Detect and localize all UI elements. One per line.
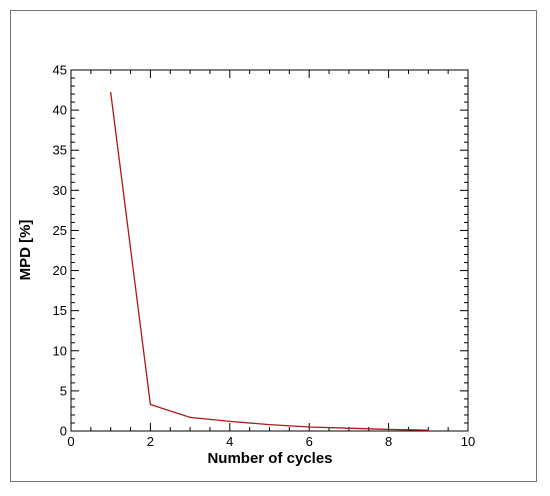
data-point (348, 427, 350, 429)
y-axis-title: MPD [%] (17, 220, 34, 281)
data-point (110, 91, 112, 94)
data-point (189, 416, 191, 418)
data-point (268, 423, 271, 426)
y-tick-label: 35 (53, 143, 67, 158)
x-tick-label: 4 (226, 434, 233, 449)
y-tick-label: 30 (53, 183, 67, 198)
data-point (149, 403, 151, 406)
y-tick-label: 5 (60, 383, 67, 398)
y-tick-label: 20 (53, 263, 67, 278)
x-tick-label: 0 (67, 434, 74, 449)
y-tick-label: 25 (53, 223, 67, 238)
y-tick-label: 40 (53, 103, 67, 118)
x-tick-label: 8 (385, 434, 392, 449)
data-point (427, 429, 429, 431)
data-point (229, 420, 231, 422)
x-tick-label: 2 (147, 434, 154, 449)
data-point (308, 426, 310, 428)
y-tick-label: 45 (53, 63, 67, 78)
y-tick-label: 10 (53, 343, 67, 358)
chart-frame (10, 10, 537, 482)
data-point (388, 428, 390, 430)
y-tick-label: 0 (60, 424, 67, 439)
y-tick-label: 15 (53, 303, 67, 318)
plot-area: 0 2 4 6 8 10 0 5 10 15 20 25 30 35 40 45 (53, 63, 476, 450)
x-tick-label: 6 (306, 434, 313, 449)
series-line (110, 92, 429, 431)
x-axis-title: Number of cycles (207, 450, 332, 467)
x-tick-label: 10 (461, 434, 475, 449)
